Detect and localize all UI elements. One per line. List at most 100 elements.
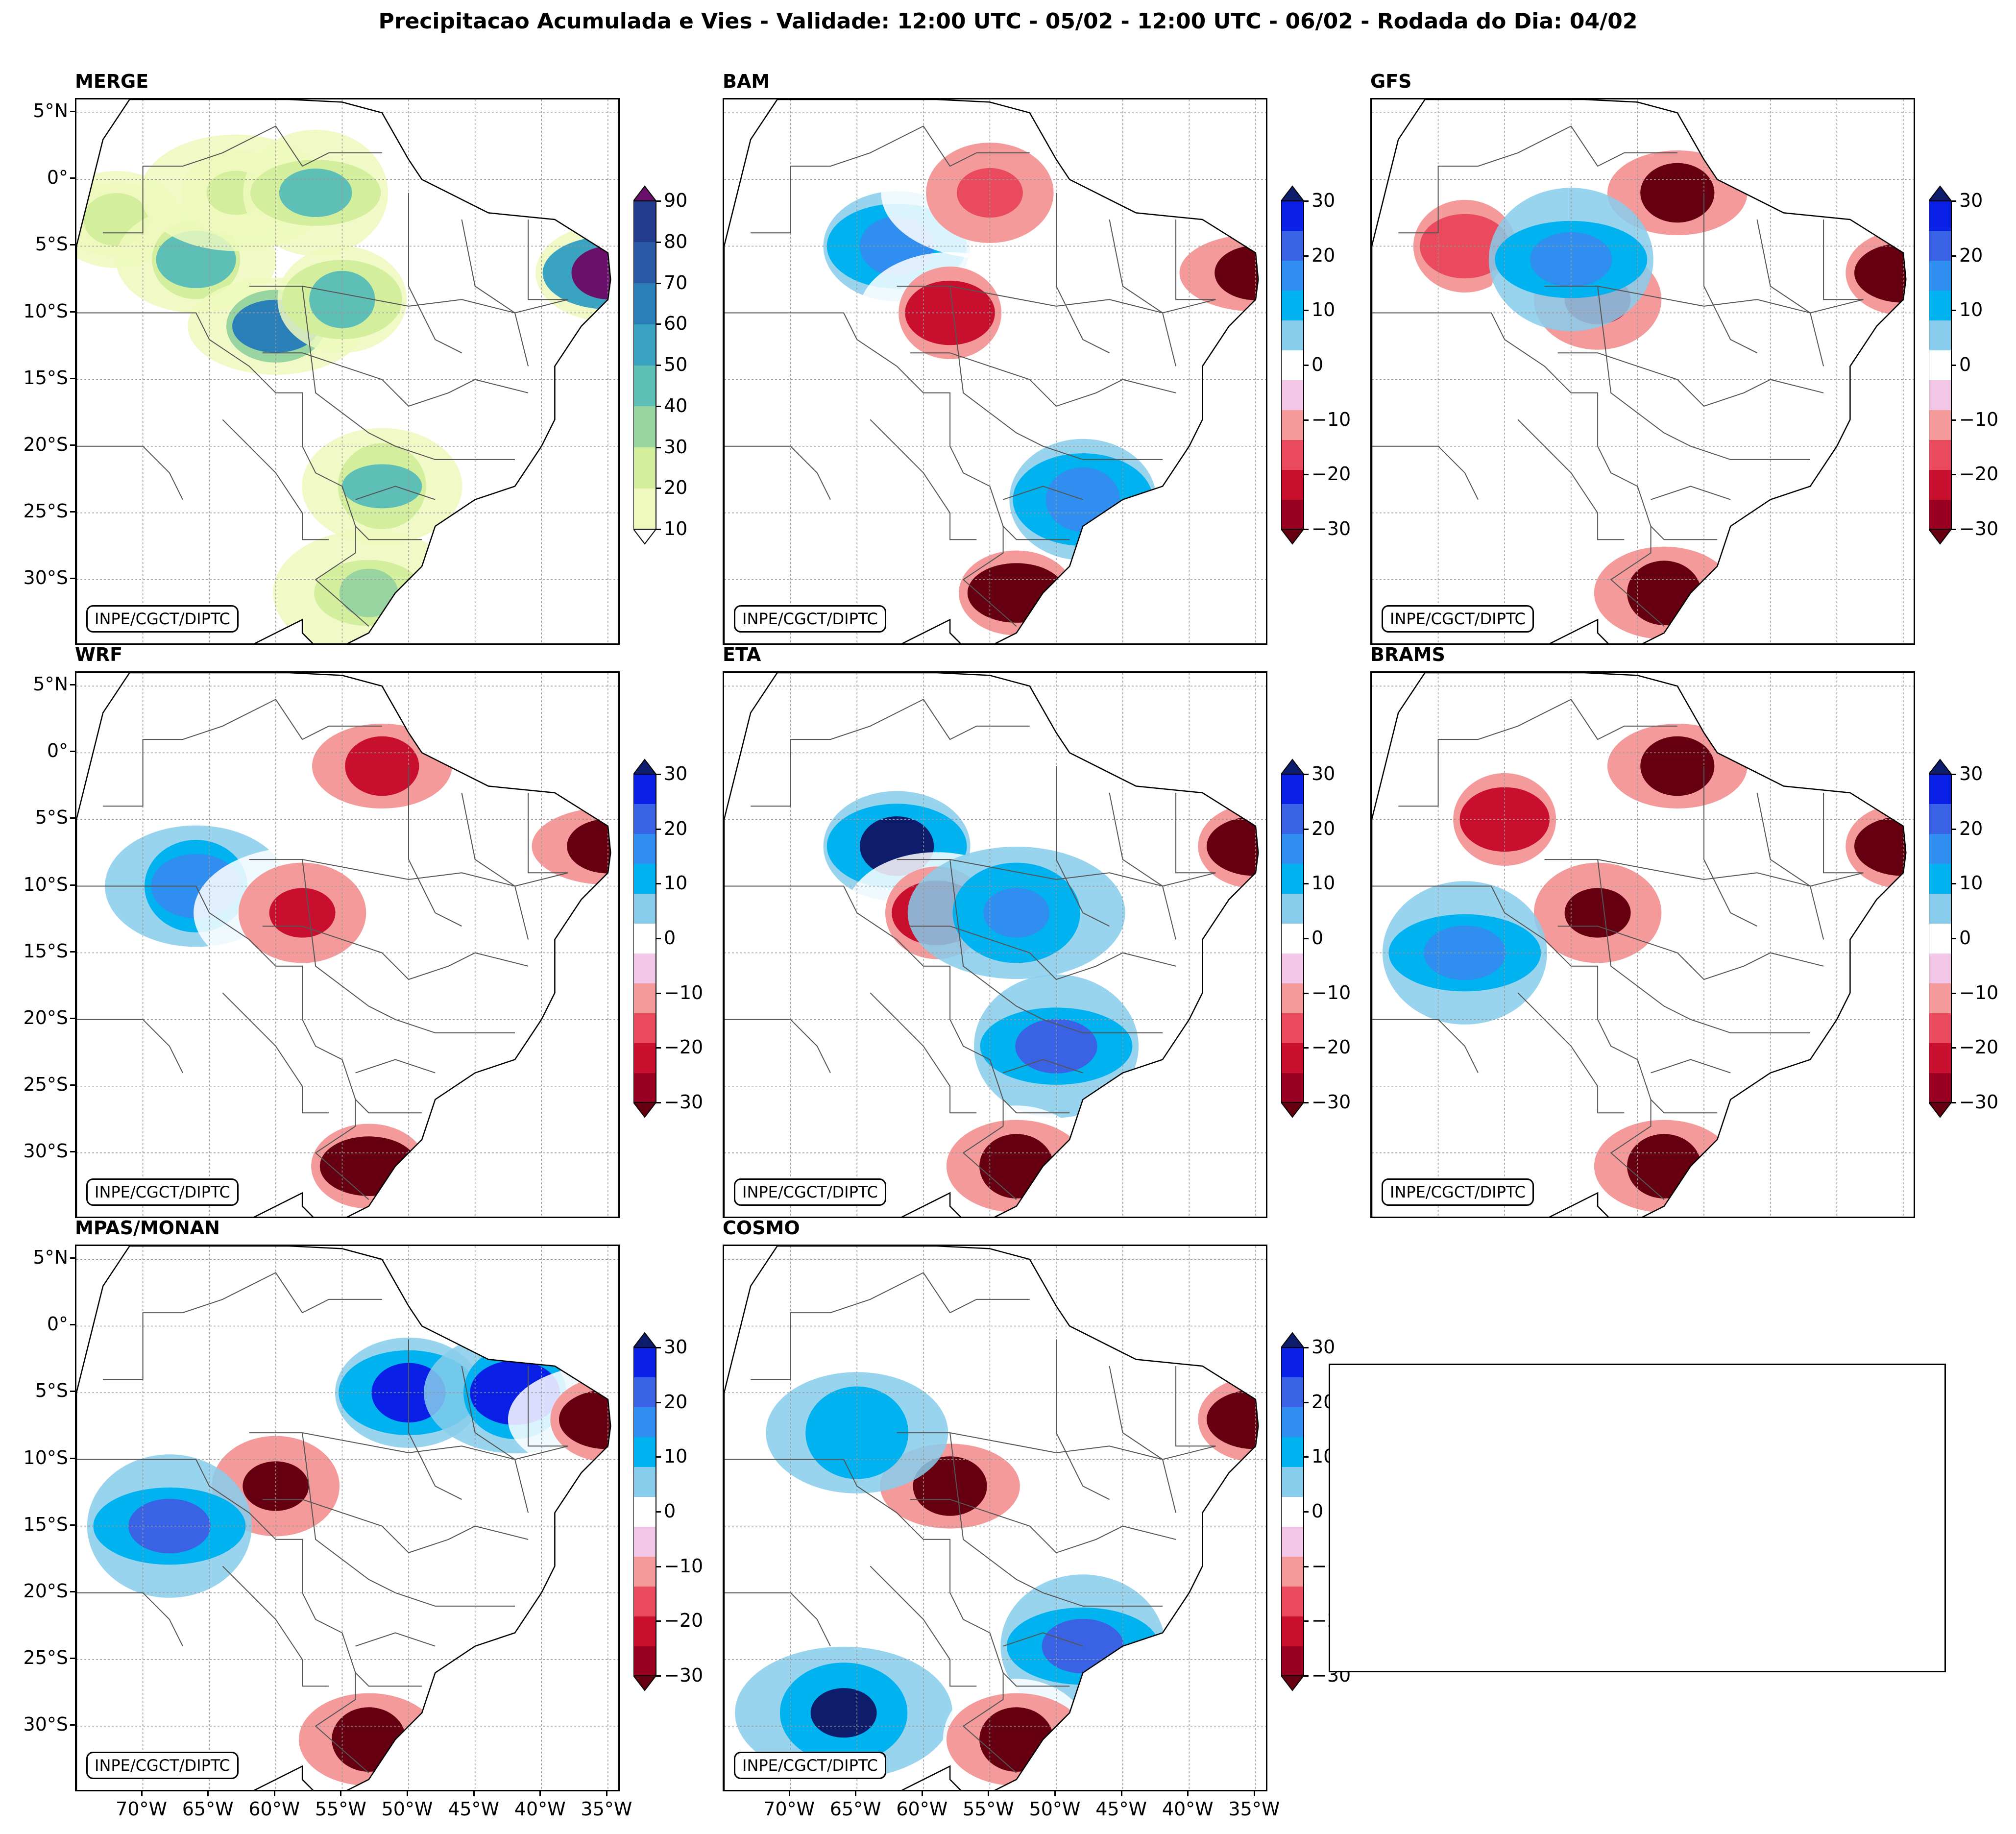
colorbar-segment	[1281, 440, 1304, 470]
y-tickmark	[70, 1017, 75, 1019]
colorbar-tick-label: 30	[664, 1336, 688, 1358]
colorbar-segment	[1281, 1467, 1304, 1497]
colorbar-tick-label: −20	[1312, 463, 1351, 485]
border-line	[461, 792, 529, 940]
colorbar-tickmark	[1304, 365, 1309, 366]
border-line	[724, 445, 831, 500]
map-svg	[1372, 99, 1914, 643]
y-tickmark	[70, 377, 75, 379]
border-line	[355, 1099, 422, 1114]
border-line	[302, 859, 515, 1033]
colorbar-segment	[1281, 893, 1304, 924]
x-tickmark	[921, 1791, 923, 1796]
colorbar-segment	[633, 983, 656, 1013]
border-line	[949, 286, 1163, 460]
field-blob	[967, 563, 1066, 623]
border-line	[355, 1632, 436, 1647]
border-line	[1823, 220, 1864, 300]
border-line	[724, 1459, 1017, 1773]
colorbar-tickmark	[1304, 828, 1309, 830]
colorbar-tick-label: −20	[1959, 1036, 1999, 1058]
colorbar-tickmark	[1951, 529, 1956, 530]
colorbar-tickmark	[1304, 1102, 1309, 1103]
colorbar-segment	[1929, 983, 1951, 1013]
border-line	[1109, 792, 1177, 940]
field-blob	[905, 280, 995, 345]
map-frame: INPE/CGCT/DIPTC	[75, 98, 620, 645]
border-line	[1557, 926, 1824, 980]
colorbar-tickmark	[656, 1047, 661, 1049]
map-frame: INPE/CGCT/DIPTC	[1370, 671, 1915, 1218]
colorbar-tickmark	[1304, 774, 1309, 775]
field-blob	[1530, 232, 1612, 287]
border-line	[528, 1366, 568, 1447]
y-tickmark	[70, 1150, 75, 1152]
colorbar-tickmark	[656, 282, 661, 284]
map-frame: INPE/CGCT/DIPTC	[1370, 98, 1915, 645]
colorbar-tick-label: 0	[1959, 354, 1971, 375]
colorbar-segment	[633, 324, 656, 366]
colorbar-segment	[1281, 983, 1304, 1013]
border-line	[76, 1592, 183, 1647]
colorbar-extend-high	[633, 185, 657, 201]
colorbar-tick-label: 50	[664, 354, 688, 375]
colorbar-tickmark	[1951, 419, 1956, 421]
colorbar-segment	[1281, 260, 1304, 291]
colorbar-tick-label: 20	[1312, 244, 1336, 266]
x-tick-label: 45°W	[448, 1798, 500, 1820]
colorbar-extend-high	[1281, 758, 1305, 775]
x-tick-label: 35°W	[581, 1798, 632, 1820]
border-line	[1544, 286, 1864, 314]
colorbar-segment	[633, 1073, 656, 1103]
border-line	[1597, 859, 1810, 1033]
map-frame: INPE/CGCT/DIPTC	[723, 671, 1267, 1218]
field-blob	[279, 169, 352, 217]
y-tick-label: 5°S	[35, 1380, 68, 1402]
border-line	[1517, 419, 1625, 540]
map-svg	[76, 1246, 618, 1790]
colorbar-tickmark	[1304, 1456, 1309, 1458]
x-tickmark	[340, 1791, 342, 1796]
border-line	[870, 419, 977, 540]
border-line	[1056, 193, 1110, 354]
colorbar-outline	[1281, 774, 1304, 1103]
colorbar-segment	[633, 242, 656, 283]
colorbar-segment	[1929, 923, 1951, 954]
colorbar-segment	[1929, 833, 1951, 864]
border-line	[1372, 312, 1665, 627]
y-tickmark	[70, 1524, 75, 1526]
border-line	[1002, 526, 1070, 540]
coastline	[1372, 673, 1907, 1217]
colorbar-extend-low	[1281, 529, 1305, 545]
colorbar-tick-label: 30	[1312, 763, 1336, 784]
colorbar-outline	[633, 1347, 656, 1676]
colorbar-extend-high	[633, 758, 657, 775]
y-tick-label: 20°S	[23, 1006, 68, 1028]
map-svg	[76, 99, 618, 643]
border-line	[355, 1059, 436, 1074]
colorbar-segment	[633, 804, 656, 834]
colorbar-tick-label: 20	[1959, 244, 1983, 266]
x-tickmark	[273, 1791, 275, 1796]
colorbar-tickmark	[1951, 938, 1956, 939]
colorbar-segment	[633, 863, 656, 894]
colorbar-tick-label: −30	[1312, 1091, 1351, 1113]
panel-title: MERGE	[75, 71, 149, 92]
panel-title: BAM	[723, 71, 770, 92]
colorbar-segment	[1929, 410, 1951, 440]
border-line	[222, 1565, 329, 1687]
x-tick-label: 55°W	[315, 1798, 366, 1820]
colorbar-tickmark	[656, 200, 661, 202]
figure-title: Precipitacao Acumulada e Vies - Validade…	[378, 9, 1638, 34]
border-line	[1517, 992, 1625, 1114]
x-tickmark	[1253, 1791, 1255, 1796]
x-tickmark	[855, 1791, 857, 1796]
border-line	[408, 1339, 462, 1500]
colorbar-tick-label: 0	[1312, 927, 1324, 949]
x-tickmark	[1120, 1791, 1122, 1796]
colorbar-segment	[633, 833, 656, 864]
y-tickmark	[70, 311, 75, 313]
border-line	[1544, 859, 1864, 887]
border-line	[1372, 445, 1479, 500]
colorbar-segment	[1281, 320, 1304, 351]
